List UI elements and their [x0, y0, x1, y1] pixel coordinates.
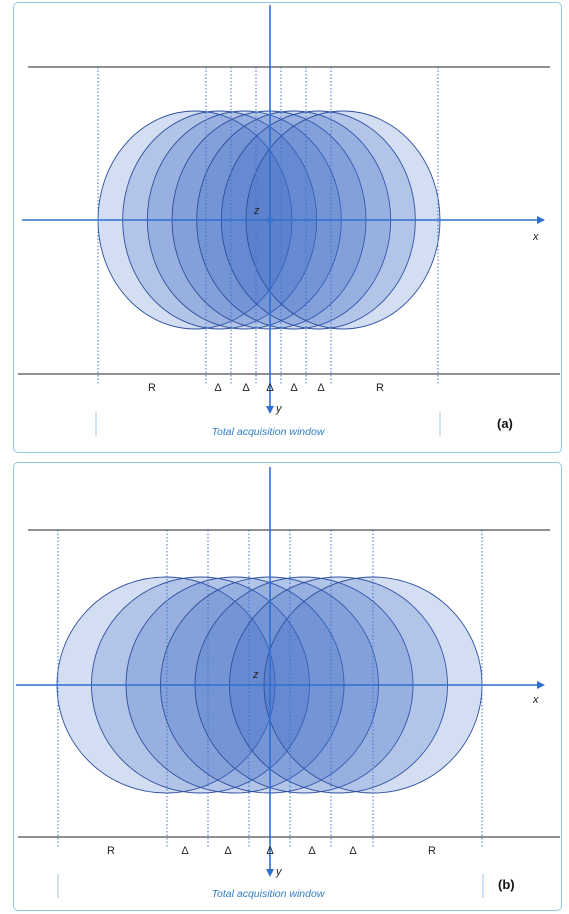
z-axis-label: z [252, 669, 259, 681]
panel-tag: (b) [498, 877, 515, 892]
panel-b [13, 462, 562, 911]
acquisition-window-label: Total acquisition window [212, 426, 326, 438]
radius-label: R [148, 382, 156, 394]
delta-label: Δ [349, 845, 357, 857]
delta-label: Δ [308, 845, 316, 857]
origin-marker [267, 217, 273, 223]
radius-label: R [107, 845, 115, 857]
delta-label: Δ [224, 845, 232, 857]
delta-label: Δ [290, 382, 298, 394]
delta-label: Δ [266, 845, 274, 857]
delta-label: Δ [181, 845, 189, 857]
delta-label: Δ [214, 382, 222, 394]
acquisition-window-label: Total acquisition window [212, 888, 326, 900]
panel-a [13, 2, 562, 453]
dotted-lines-group [97, 67, 439, 384]
z-axis-label: z [253, 205, 260, 217]
delta-label: Δ [266, 382, 274, 394]
panel-b-drawing: x y z R Δ Δ Δ Δ Δ R Total acquisition window (… [16, 467, 560, 900]
x-axis-label: x [532, 231, 539, 243]
y-axis-label: y [275, 866, 283, 878]
radius-label: R [428, 845, 436, 857]
dotted-lines-group [57, 530, 483, 848]
radius-label: R [376, 382, 384, 394]
x-axis-label: x [532, 694, 539, 706]
panel-a-drawing: x y z R Δ Δ Δ Δ Δ R Total acquisition window (… [18, 5, 560, 438]
delta-label: Δ [242, 382, 250, 394]
y-axis-label: y [275, 403, 283, 415]
delta-label: Δ [317, 382, 325, 394]
panel-tag: (a) [497, 416, 513, 431]
